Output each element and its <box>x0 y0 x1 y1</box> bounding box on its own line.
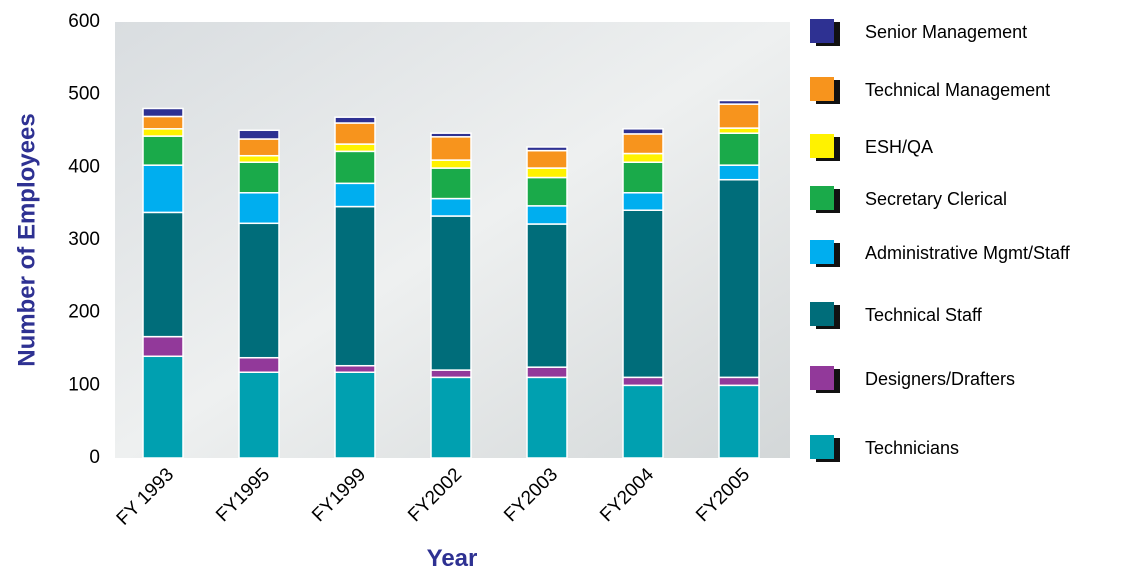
legend-label: Senior Management <box>865 22 1027 42</box>
bar-segment <box>718 103 760 129</box>
legend-label: Designers/Drafters <box>865 369 1015 389</box>
x-tick-label: FY 1993 <box>113 464 178 529</box>
bar-segment <box>622 133 664 155</box>
bar-segment <box>430 376 472 459</box>
legend-swatch <box>810 366 834 390</box>
legend-label: Technical Management <box>865 80 1050 100</box>
x-tick-label: FY2003 <box>500 464 562 526</box>
bar-segment <box>718 384 760 459</box>
y-tick-label: 500 <box>68 84 100 105</box>
bar-segment <box>334 122 376 145</box>
bar-segment <box>526 223 568 368</box>
bar-segment <box>718 178 760 379</box>
bar-segment <box>622 192 664 211</box>
bar-segment <box>238 222 280 359</box>
legend-swatch <box>810 302 834 326</box>
bar-segment <box>622 376 664 387</box>
bar-segment <box>142 128 184 137</box>
legend-swatch <box>810 186 834 210</box>
legend-swatch <box>810 435 834 459</box>
y-axis-label: Number of Employees <box>13 113 40 366</box>
legend-swatch <box>810 19 834 43</box>
y-tick-label: 0 <box>89 447 100 468</box>
bar-segment <box>718 164 760 181</box>
bar-segment <box>430 159 472 169</box>
y-tick-label: 600 <box>68 11 100 32</box>
bar-segment <box>334 182 376 208</box>
bar-segment <box>238 129 280 140</box>
bar-segment <box>622 152 664 163</box>
y-tick-label: 300 <box>68 229 100 250</box>
bar-segment <box>526 146 568 152</box>
bar-segment <box>526 205 568 225</box>
bar-segment <box>334 205 376 367</box>
bar-segment <box>430 132 472 138</box>
legend-label: Technicians <box>865 438 959 458</box>
bar-segment <box>238 192 280 225</box>
bar-segment <box>334 364 376 374</box>
y-tick-label: 400 <box>68 156 100 177</box>
legend-swatch <box>810 77 834 101</box>
bar-segment <box>430 369 472 379</box>
x-tick-label: FY1995 <box>212 464 274 526</box>
x-tick-label: FY1999 <box>308 464 370 526</box>
bar-segment <box>238 138 280 157</box>
bar-segment <box>430 197 472 217</box>
legend-swatch <box>810 134 834 158</box>
x-tick-label: FY2002 <box>404 464 466 526</box>
bar-segment <box>238 154 280 163</box>
bar-segment <box>718 127 760 134</box>
legend-label: Administrative Mgmt/Staff <box>865 243 1071 263</box>
bar-segment <box>142 355 184 459</box>
bar-segment <box>526 176 568 207</box>
bar-segment <box>142 115 184 130</box>
bar-segment <box>430 215 472 371</box>
bar-segment <box>526 167 568 179</box>
bar-segment <box>334 371 376 459</box>
x-tick-label: FY2005 <box>692 464 754 526</box>
bar-segment <box>718 132 760 166</box>
bar-segment <box>526 149 568 169</box>
x-axis-label: Year <box>427 545 478 572</box>
bar-segment <box>142 211 184 338</box>
bar-segment <box>622 161 664 194</box>
bar-segment <box>334 150 376 185</box>
bar-segment <box>334 143 376 153</box>
legend-label: ESH/QA <box>865 137 933 157</box>
legend-swatch <box>810 240 834 264</box>
bar-segment <box>526 366 568 379</box>
bar-segment <box>142 135 184 166</box>
bar-segment <box>238 161 280 194</box>
bar-segment <box>142 164 184 214</box>
y-tick-label: 100 <box>68 374 100 395</box>
bar-segment <box>430 136 472 161</box>
bar-segment <box>622 209 664 379</box>
y-tick-label: 200 <box>68 302 100 323</box>
bar-segment <box>238 371 280 459</box>
bar-segment <box>334 116 376 124</box>
bar-segment <box>718 99 760 105</box>
bar-segment <box>622 384 664 459</box>
bar-segment <box>526 376 568 459</box>
bar-segment <box>622 128 664 135</box>
bar-segment <box>238 356 280 374</box>
bar-segment <box>718 376 760 387</box>
x-tick-label: FY2004 <box>596 464 658 526</box>
bar-segment <box>142 335 184 358</box>
legend-label: Secretary Clerical <box>865 189 1007 209</box>
bar-segment <box>142 107 184 118</box>
legend-label: Technical Staff <box>865 305 983 325</box>
bar-segment <box>430 167 472 200</box>
